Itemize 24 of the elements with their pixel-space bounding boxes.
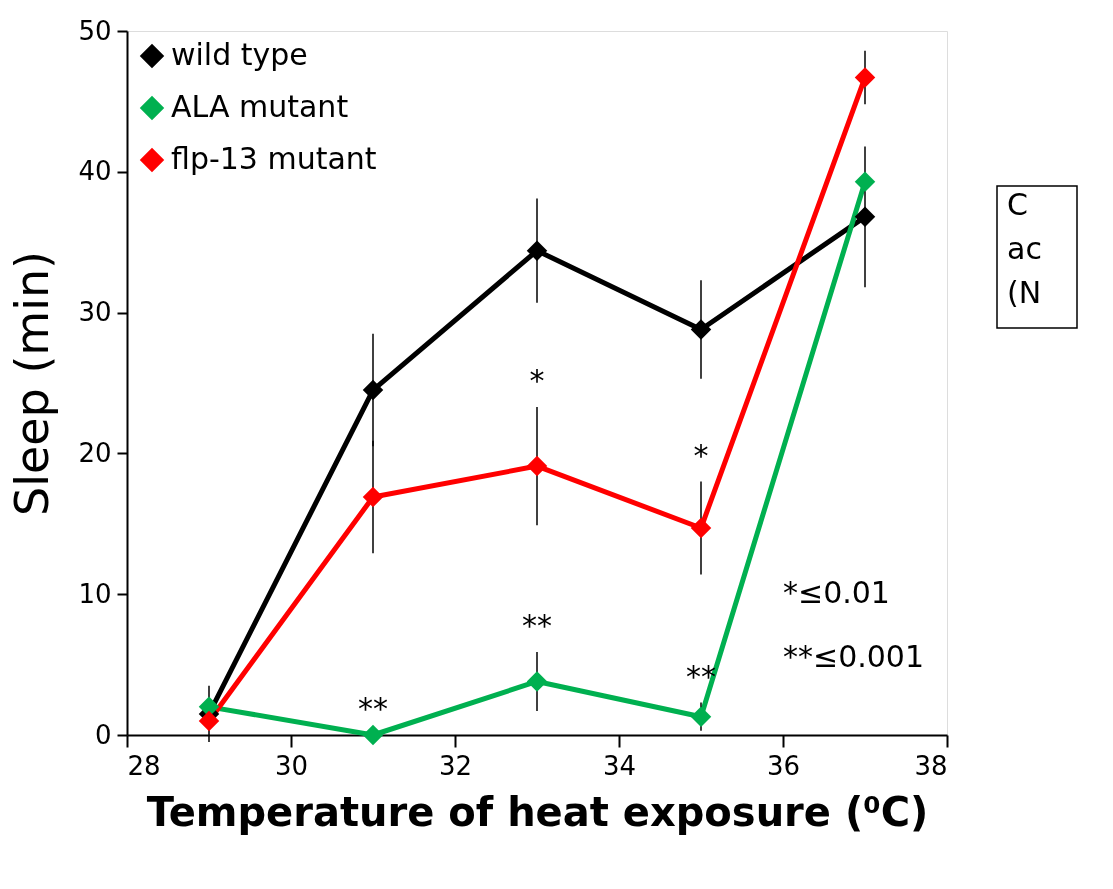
x-tick-label: 36 bbox=[766, 750, 801, 781]
y-tick-label: 50 bbox=[78, 15, 112, 46]
x-tick-label: 38 bbox=[914, 750, 948, 781]
annotation: * bbox=[693, 437, 709, 473]
x-tick-label: 28 bbox=[127, 750, 161, 781]
y-tick-label: 10 bbox=[78, 578, 112, 609]
annotation: ** bbox=[358, 691, 388, 726]
annotation: *≤0.01 bbox=[783, 575, 890, 611]
text: C ac (N bbox=[1007, 187, 1042, 310]
y-tick-label: 20 bbox=[78, 437, 112, 468]
x-tick-label: 32 bbox=[438, 750, 473, 781]
x-axis-title: Temperature of heat exposure (⁰C) bbox=[146, 788, 929, 835]
x-tick-label: 34 bbox=[602, 750, 637, 781]
legend-label: ALA mutant bbox=[171, 89, 349, 124]
y-tick-label: 0 bbox=[94, 719, 112, 750]
y-tick-label: 30 bbox=[78, 297, 112, 328]
y-tick-label: 40 bbox=[78, 156, 112, 187]
annotation: ** bbox=[522, 607, 552, 643]
x-tick-label: 30 bbox=[274, 750, 309, 781]
y-axis-title: Sleep (min) bbox=[5, 250, 60, 517]
legend-label: flp-13 mutant bbox=[171, 141, 377, 176]
annotation: * bbox=[529, 362, 545, 398]
annotation: **≤0.001 bbox=[783, 638, 925, 674]
legend-label: wild type bbox=[171, 37, 308, 72]
